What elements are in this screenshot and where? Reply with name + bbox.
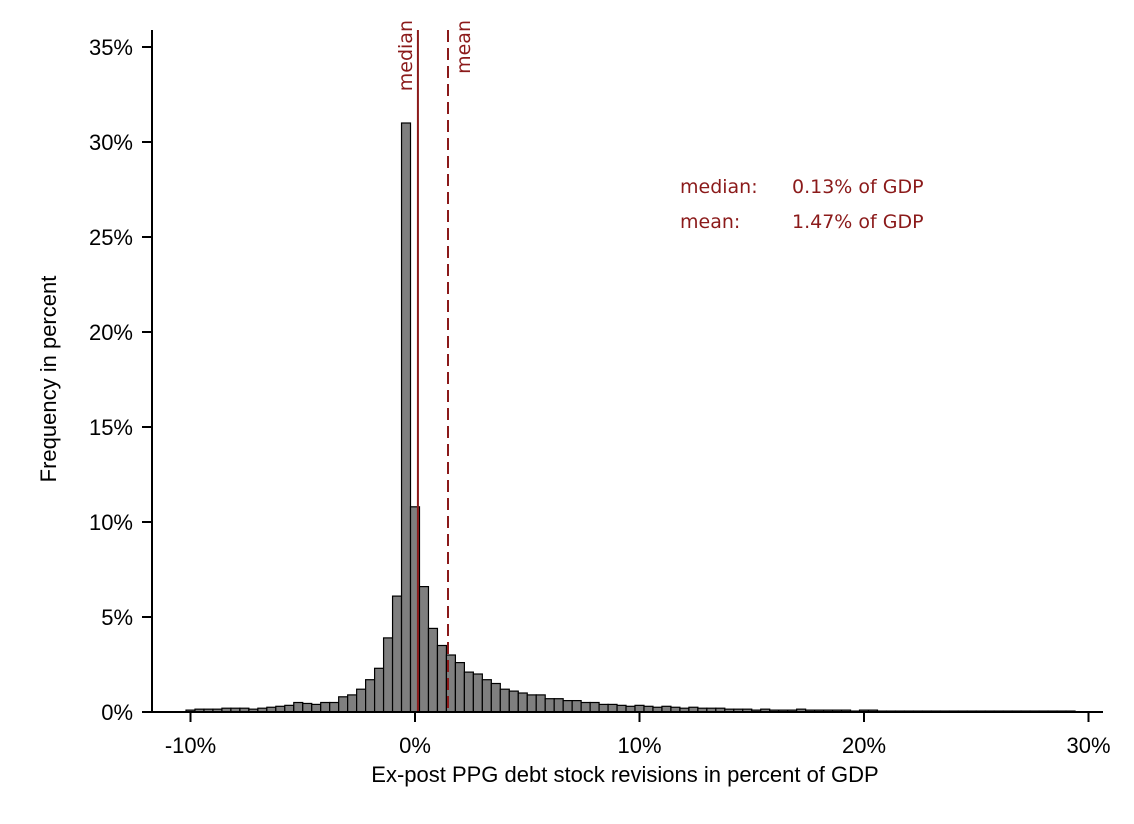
y-tick-label: 20%: [89, 320, 133, 345]
histogram-bar: [302, 702, 313, 713]
x-axis-ticks: -10% 0% 10% 20% 30%: [165, 712, 1111, 758]
histogram-bar: [571, 699, 582, 713]
annotation-mean-label: mean:: [680, 211, 740, 233]
histogram-bar: [293, 701, 304, 713]
histogram-bar: [382, 637, 394, 713]
histogram-bar: [373, 667, 385, 713]
y-tick-label: 15%: [89, 415, 133, 440]
histogram-bar: [311, 703, 322, 713]
histogram-bar: [508, 690, 519, 713]
x-axis-title: Ex-post PPG debt stock revisions in perc…: [371, 762, 878, 787]
y-tick-label: 10%: [89, 510, 133, 535]
histogram-bar: [436, 644, 448, 713]
histogram-bar: [391, 595, 403, 713]
histogram-bar: [544, 698, 555, 713]
histogram-bar: [347, 694, 358, 713]
histogram-bar: [607, 703, 618, 713]
histogram-bar: [589, 701, 600, 713]
y-axis-title: Frequency in percent: [36, 276, 61, 483]
histogram-bar: [598, 703, 609, 713]
histogram-bar: [580, 701, 591, 713]
x-tick-label: 10%: [617, 733, 661, 758]
reference-lines: [416, 30, 449, 712]
annotation-median-label: median:: [680, 176, 758, 198]
x-tick-label: 20%: [842, 733, 886, 758]
histogram-bar: [418, 585, 430, 713]
histogram-bar: [427, 627, 439, 713]
histogram-bar: [517, 692, 528, 713]
histogram-bar: [454, 661, 465, 713]
histogram-bar: [481, 679, 492, 713]
median-line-label: median: [395, 20, 417, 91]
histogram-bar: [338, 696, 349, 713]
axes: [151, 30, 1103, 713]
histogram-bar: [400, 122, 412, 713]
histogram-bar: [329, 701, 340, 713]
annotation-median-value: 0.13% of GDP: [792, 176, 924, 198]
y-tick-label: 30%: [89, 130, 133, 155]
histogram-bars: [185, 122, 1076, 713]
histogram-bar: [463, 671, 474, 713]
histogram-bar: [562, 699, 573, 713]
histogram-bar: [320, 701, 331, 713]
x-tick-label: 0%: [399, 733, 431, 758]
y-tick-label: 5%: [101, 605, 133, 630]
histogram-bar: [526, 694, 537, 713]
y-tick-label: 25%: [89, 225, 133, 250]
y-tick-label: 35%: [89, 35, 133, 60]
x-tick-label: -10%: [165, 733, 216, 758]
y-tick-label: 0%: [101, 700, 133, 725]
histogram-bar: [499, 688, 510, 713]
mean-line-label: mean: [453, 20, 475, 74]
histogram-bar: [365, 679, 376, 713]
histogram-bar: [553, 698, 564, 713]
x-tick-label: 30%: [1066, 733, 1110, 758]
y-axis-ticks: 0% 5% 10% 15% 20% 25% 30% 35%: [89, 35, 152, 725]
histogram-bar: [472, 673, 483, 713]
annotation-mean-value: 1.47% of GDP: [792, 211, 924, 233]
histogram-bar: [356, 688, 367, 713]
histogram-bar: [490, 682, 501, 713]
histogram-bar: [535, 694, 546, 713]
